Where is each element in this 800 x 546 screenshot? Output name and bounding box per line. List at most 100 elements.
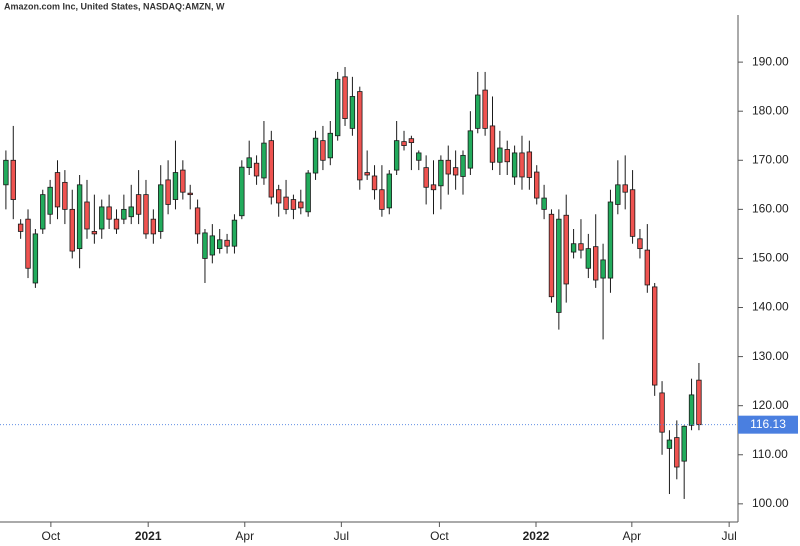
candle-body <box>25 218 31 269</box>
y-tick-label: 170.00 <box>752 152 789 166</box>
candle-body <box>563 214 569 285</box>
candle-body <box>408 138 415 144</box>
candle-body <box>585 248 592 269</box>
candle-body <box>246 157 252 169</box>
candle-body <box>217 239 223 250</box>
candle-body <box>519 152 525 178</box>
candle-body <box>194 207 201 235</box>
candle-body <box>209 235 216 256</box>
x-tick-label: 2021 <box>135 529 162 543</box>
candle-body <box>135 194 142 215</box>
candle-body <box>106 206 112 220</box>
candle-body <box>386 173 392 209</box>
candle-body <box>91 231 98 235</box>
candle-body <box>393 140 400 171</box>
candle-body <box>475 94 481 129</box>
candle-body <box>312 137 319 174</box>
y-tick-label: 150.00 <box>752 251 789 265</box>
candle-body <box>121 208 127 220</box>
candle-body <box>128 206 134 218</box>
candle-body <box>511 152 518 178</box>
last-price-box <box>738 415 798 434</box>
candle-body <box>357 91 363 181</box>
x-tick-label: Oct <box>430 529 449 543</box>
candle-body <box>637 238 643 250</box>
candle-body <box>452 167 459 176</box>
candle-body <box>445 159 451 175</box>
candle-body <box>600 259 606 279</box>
candle-body <box>239 166 245 217</box>
candle-body <box>17 223 24 232</box>
candle-body <box>253 162 260 177</box>
candle-body <box>674 437 680 468</box>
candle-body <box>342 76 348 119</box>
candle-body <box>364 172 370 176</box>
candle-body <box>54 172 61 208</box>
candle-body <box>150 218 157 235</box>
candle-body <box>556 218 562 313</box>
candle-body <box>143 194 149 235</box>
candle-body <box>438 159 444 187</box>
candle-body <box>290 199 297 210</box>
candle-body <box>489 125 496 163</box>
candle-body <box>578 243 584 251</box>
candle-body <box>202 232 208 259</box>
candle-body <box>593 246 599 281</box>
candle-body <box>644 249 651 286</box>
candle-body <box>401 141 407 146</box>
x-tick-label: Apr <box>622 529 641 543</box>
candle-body <box>652 286 658 386</box>
x-tick-label: Jul <box>334 529 349 543</box>
candle-body <box>629 189 636 237</box>
candle-body <box>261 142 267 179</box>
candle-body <box>467 130 474 169</box>
x-tick-label: Jul <box>721 529 736 543</box>
candle-body <box>187 192 193 196</box>
candle-body <box>482 89 488 129</box>
candle-body <box>3 159 9 186</box>
candle-body <box>659 392 665 433</box>
last-price-label: 116.13 <box>750 417 786 431</box>
candle-body <box>615 184 621 205</box>
candle-body <box>99 206 105 230</box>
candle-body <box>268 140 274 198</box>
candle-body <box>666 439 673 449</box>
candle-body <box>607 201 614 279</box>
candle-body <box>62 181 68 210</box>
y-tick-label: 180.00 <box>752 103 789 117</box>
candle-body <box>224 239 230 247</box>
x-tick-label: Apr <box>235 529 254 543</box>
candle-body <box>298 201 304 209</box>
candle-body <box>416 152 422 161</box>
candle-body <box>305 172 311 213</box>
candle-body <box>688 394 695 426</box>
candle-body <box>570 243 577 253</box>
candle-body <box>113 218 120 230</box>
candle-body <box>681 425 687 462</box>
candle-body <box>165 179 171 205</box>
y-tick-label: 160.00 <box>752 202 789 216</box>
candle-body <box>526 151 533 178</box>
candle-body <box>504 149 510 163</box>
y-tick-label: 120.00 <box>752 398 789 412</box>
candle-body <box>548 213 555 298</box>
candle-body <box>69 208 75 252</box>
y-tick-label: 100.00 <box>752 496 789 510</box>
candle-body <box>158 184 164 232</box>
candle-body <box>541 197 547 210</box>
chart-title: Amazon.com Inc, United States, NASDAQ:AM… <box>4 1 225 11</box>
x-tick-label: 2022 <box>523 529 550 543</box>
candle-body <box>231 219 238 247</box>
candle-body <box>349 96 356 129</box>
candle-body <box>534 171 540 199</box>
candle-body <box>423 167 429 188</box>
candle-body <box>379 189 385 210</box>
y-tick-label: 140.00 <box>752 300 789 314</box>
candle-body <box>32 233 39 284</box>
candle-body <box>460 154 466 177</box>
candle-body <box>320 140 326 161</box>
candle-body <box>76 184 83 250</box>
candle-body <box>47 186 53 215</box>
